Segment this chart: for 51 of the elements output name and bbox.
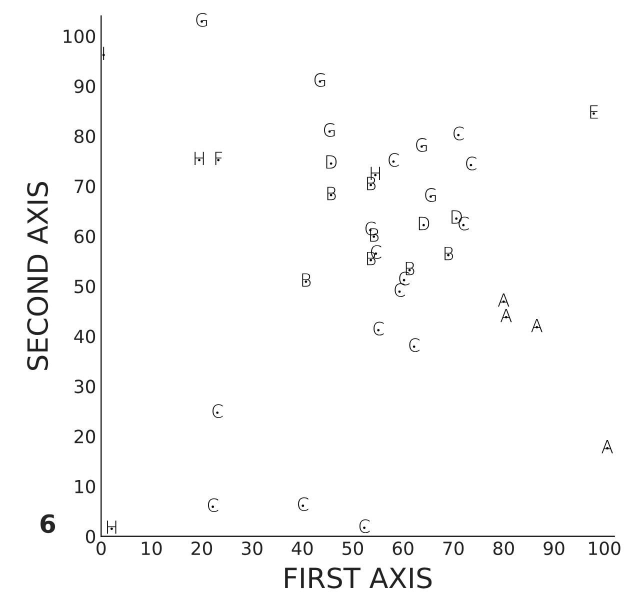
series-label: F [215,152,222,166]
text: G [425,188,436,202]
series-label: G [324,123,335,137]
x-tick-label: 0 [96,541,106,556]
y-tick-label: 50 [74,280,96,294]
text: C [394,283,405,297]
text: 6 [40,514,56,534]
x-tick-label: 50 [342,541,364,556]
text: B [444,246,454,260]
y-tick-label: 80 [74,130,96,144]
y-tick-label: 70 [74,180,96,194]
text: C [208,498,218,512]
text: C [388,153,399,167]
x-tick-label: 60 [392,541,414,556]
text: B [302,273,311,287]
x-axis-title: FIRST AXIS [285,567,432,588]
text: C [466,156,476,170]
y-tick-label: 40 [74,330,96,344]
x-tick-label: 30 [242,541,262,556]
y-tick-label: 0 [86,530,96,544]
text: C [374,322,384,336]
x-tick-label: 90 [544,541,564,556]
text: G [314,73,326,87]
series-label: C [298,497,308,511]
y-tick-label: 60 [74,230,96,244]
x-tick-label: 70 [443,541,464,556]
x-tick-label: 10 [142,541,162,556]
x-tick-label: 100 [589,541,620,556]
series-label: E [590,105,598,119]
text: C [359,519,370,534]
y-tick-label: 90 [74,79,96,94]
text: C [409,338,420,352]
text: B [327,186,336,200]
text: G [196,13,207,27]
y-tick-label: 20 [74,430,96,444]
text: H [107,520,116,534]
series-label: D [418,216,430,230]
y-axis-title: SECOND AXIS [27,182,48,370]
x-tick-label: 20 [192,541,212,556]
text: C [212,404,223,418]
y-tick-label: 100 [64,29,96,44]
text: A [602,440,613,454]
x-tick-label: 40 [292,541,313,556]
text: D [326,155,337,169]
y-tick-label: 30 [74,380,96,394]
text: G [416,138,427,152]
x-tick-label: 80 [493,541,514,556]
text: H [194,152,204,166]
text: C [454,126,464,140]
text: A [500,308,512,322]
y-tick-label: 10 [75,480,96,494]
